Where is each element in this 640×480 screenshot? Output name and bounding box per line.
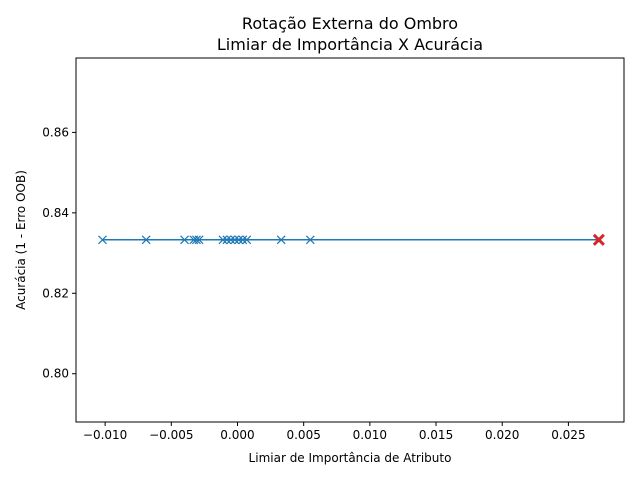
x-axis: −0.010 −0.005 0.000 0.005 0.010 0.015 0.020 0.0… (83, 422, 586, 442)
x-axis-label: Limiar de Importância de Atributo (249, 451, 452, 465)
x-tick-label: −0.005 (149, 428, 193, 442)
y-tick-label: 0.80 (42, 367, 69, 381)
data-point (226, 235, 236, 245)
x-tick-label: 0.020 (485, 428, 519, 442)
highlight-point (592, 233, 605, 246)
x-tick-label: 0.025 (551, 428, 585, 442)
x-tick-label: 0.005 (286, 428, 320, 442)
data-point (141, 235, 151, 245)
chart-title: Rotação Externa do Ombro (242, 14, 458, 33)
data-point (192, 235, 201, 245)
x-tick-label: −0.010 (83, 428, 127, 442)
data-point (194, 235, 204, 245)
x-tick-label: 0.000 (220, 428, 254, 442)
plot-area (98, 233, 605, 246)
chart-subtitle: Limiar de Importância X Acurácia (217, 35, 483, 54)
data-point (98, 235, 107, 245)
data-point (230, 235, 240, 245)
data-point (222, 235, 232, 245)
data-point (218, 235, 228, 245)
data-point (180, 235, 189, 245)
data-point (234, 235, 244, 245)
y-tick-label: 0.86 (42, 125, 69, 139)
data-point (276, 235, 286, 245)
y-tick-label: 0.84 (42, 206, 69, 220)
data-point (305, 235, 315, 245)
y-axis-label: Acurácia (1 - Erro OOB) (14, 170, 28, 310)
axes-frame (75, 57, 625, 423)
y-tick-label: 0.82 (42, 286, 69, 300)
x-tick-label: 0.015 (419, 428, 453, 442)
data-point (242, 235, 252, 245)
y-axis: 0.80 0.82 0.84 0.86 (42, 125, 76, 381)
data-point (238, 235, 248, 245)
x-tick-label: 0.010 (353, 428, 387, 442)
